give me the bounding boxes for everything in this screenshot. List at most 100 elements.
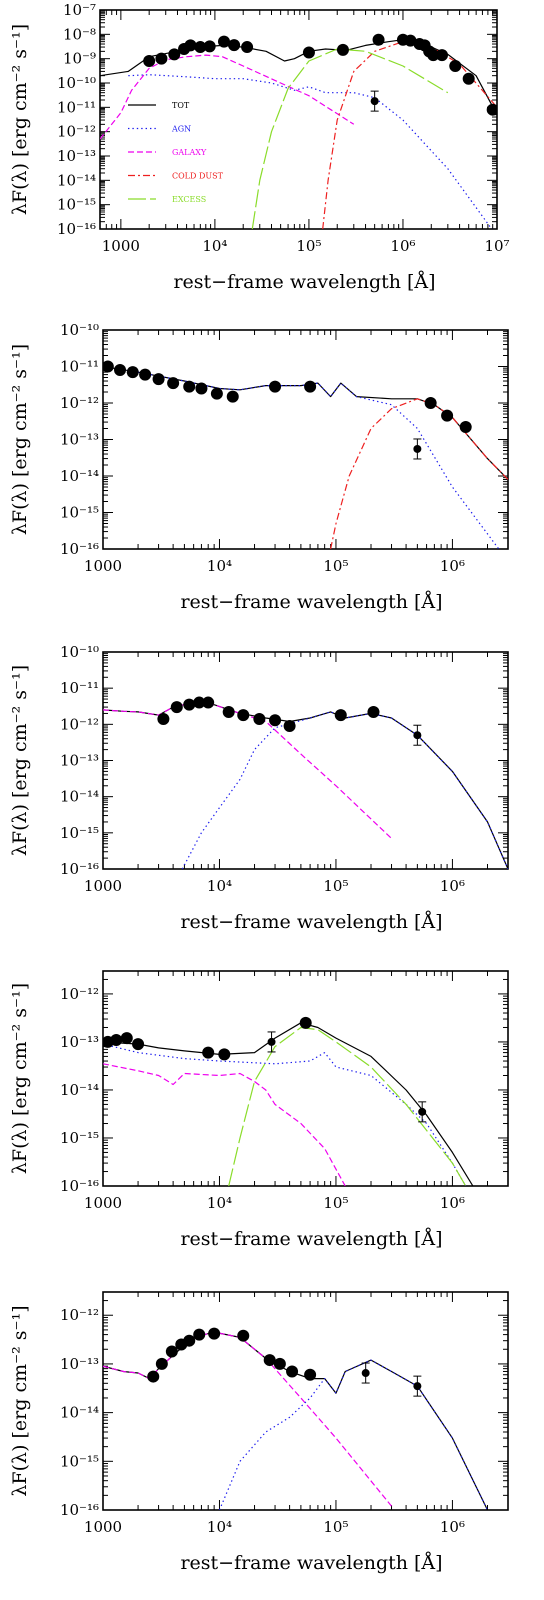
data-point [114, 364, 127, 377]
data-point [195, 382, 208, 395]
y-tick-label: 10⁻¹⁵ [60, 504, 99, 522]
series-line-3 [181, 711, 508, 869]
series-line-1 [103, 1022, 474, 1186]
data-point [427, 49, 440, 62]
data-point [334, 709, 347, 722]
x-axis-label: rest−frame wavelength [Å] [180, 911, 442, 933]
data-point [269, 380, 282, 393]
legend-label-galaxy: GALAXY [172, 148, 207, 157]
data-point [435, 49, 448, 62]
y-tick-label: 10⁻¹⁵ [60, 824, 99, 842]
y-tick-label: 10⁻¹³ [60, 1355, 99, 1373]
y-tick-label: 10⁻¹⁴ [57, 171, 96, 189]
data-point [139, 368, 152, 381]
data-point [157, 713, 170, 726]
panel-4: 1000 10⁴ 10⁵ 10⁶ 10⁻¹⁶ 10⁻¹⁵ 10⁻¹⁴ 10⁻¹³ 10⁻¹² re… [9, 970, 509, 1250]
data-point [286, 1365, 299, 1378]
data-point [208, 1327, 221, 1340]
data-point [184, 39, 197, 52]
plot-frame [102, 1291, 509, 1511]
y-tick-label: 10⁻¹⁵ [60, 1452, 99, 1470]
data-point [273, 1357, 286, 1370]
y-tick-label: 10⁻⁸ [63, 25, 96, 43]
series-line-galaxy [100, 54, 355, 140]
panel-2: 1000 10⁴ 10⁵ 10⁶ 10⁻¹⁶ 10⁻¹⁵ 10⁻¹⁴ 10⁻¹³ 10⁻¹² 10… [9, 321, 509, 613]
x-tick-label: 10⁵ [323, 1194, 348, 1212]
x-tick-label: 10⁵ [323, 557, 348, 575]
y-axis-label: λF(λ) [erg cm⁻² s⁻¹] [9, 983, 31, 1174]
data-point [155, 1357, 168, 1370]
minor-ticks [103, 1292, 508, 1510]
data-layer [103, 696, 508, 869]
y-axis-label: λF(λ) [erg cm⁻² s⁻¹] [9, 665, 31, 856]
series-line-3 [103, 1063, 346, 1186]
y-tick-label: 10⁻¹³ [60, 431, 99, 449]
x-axis-label: rest−frame wavelength [Å] [180, 1552, 442, 1574]
series-line-3 [218, 1359, 489, 1510]
y-tick-label: 10⁻⁹ [63, 50, 96, 68]
y-tick-label: 10⁻¹⁶ [60, 540, 99, 558]
data-point [424, 397, 437, 409]
data-point [194, 41, 207, 54]
series-line-1 [103, 702, 508, 869]
data-point [304, 380, 317, 393]
x-axis-label: rest−frame wavelength [Å] [173, 271, 435, 293]
y-tick-label: 10⁻¹⁰ [60, 321, 99, 339]
y-tick-label: 10⁻¹¹ [60, 358, 99, 376]
data-point [132, 1038, 145, 1051]
data-point [183, 380, 196, 393]
x-axis-label: rest−frame wavelength [Å] [180, 591, 442, 613]
legend-label-agn: AGN [171, 125, 191, 134]
data-point [183, 698, 196, 711]
data-point [404, 34, 417, 47]
x-tick-label: 10⁴ [207, 1194, 232, 1212]
series-line-excess [251, 48, 449, 229]
data-point [372, 33, 385, 46]
y-tick-label: 10⁻¹² [57, 123, 96, 141]
legend-label-excess: EXCESS [172, 195, 206, 204]
data-point [110, 1033, 123, 1046]
data-point [165, 1345, 178, 1358]
y-tick-label: 10⁻¹³ [57, 147, 96, 165]
y-tick-label: 10⁻¹² [60, 715, 99, 733]
data-point [418, 1107, 427, 1116]
y-tick-label: 10⁻¹⁰ [57, 74, 96, 92]
series-line-3 [330, 398, 508, 549]
data-point [237, 1329, 250, 1342]
panel-3: 1000 10⁴ 10⁵ 10⁶ 10⁻¹⁶ 10⁻¹⁵ 10⁻¹⁴ 10⁻¹³ 10⁻¹² 10… [9, 643, 509, 933]
y-tick-label: 10⁻¹⁵ [60, 1129, 99, 1147]
data-point [170, 701, 183, 714]
data-layer [103, 1016, 474, 1186]
series-line-2 [103, 1331, 392, 1507]
data-point [147, 1370, 160, 1383]
data-point [367, 705, 380, 718]
data-point [193, 1328, 206, 1341]
y-tick-label: 10⁻¹⁶ [60, 1177, 99, 1195]
data-point [143, 55, 156, 68]
data-point [103, 360, 114, 373]
y-tick-label: 10⁻¹⁶ [57, 220, 96, 238]
legend-label-tot: TOT [172, 101, 190, 110]
data-point [361, 1369, 370, 1378]
data-point [218, 35, 231, 48]
data-point [336, 43, 349, 56]
y-tick-label: 10⁻¹³ [60, 752, 99, 770]
data-point [210, 387, 223, 400]
y-tick-label: 10⁻¹² [60, 985, 99, 1003]
data-point [237, 709, 250, 722]
series-line-4 [228, 1026, 467, 1186]
x-tick-label: 10⁶ [440, 1518, 465, 1536]
data-layer [103, 360, 508, 549]
y-tick-label: 10⁻¹³ [60, 1033, 99, 1051]
x-tick-label: 10⁵ [323, 1518, 348, 1536]
y-tick-label: 10⁻¹⁴ [60, 788, 99, 806]
y-tick-label: 10⁻¹⁴ [60, 1404, 99, 1422]
legend: TOT AGN GALAXY COLD DUST EXCESS [128, 101, 224, 204]
data-point [304, 1368, 317, 1381]
y-tick-label: 10⁻¹¹ [60, 679, 99, 697]
data-point [299, 1016, 312, 1029]
data-point [283, 719, 296, 732]
data-point [441, 409, 454, 422]
y-tick-label: 10⁻¹² [60, 1306, 99, 1324]
data-point [202, 696, 215, 709]
